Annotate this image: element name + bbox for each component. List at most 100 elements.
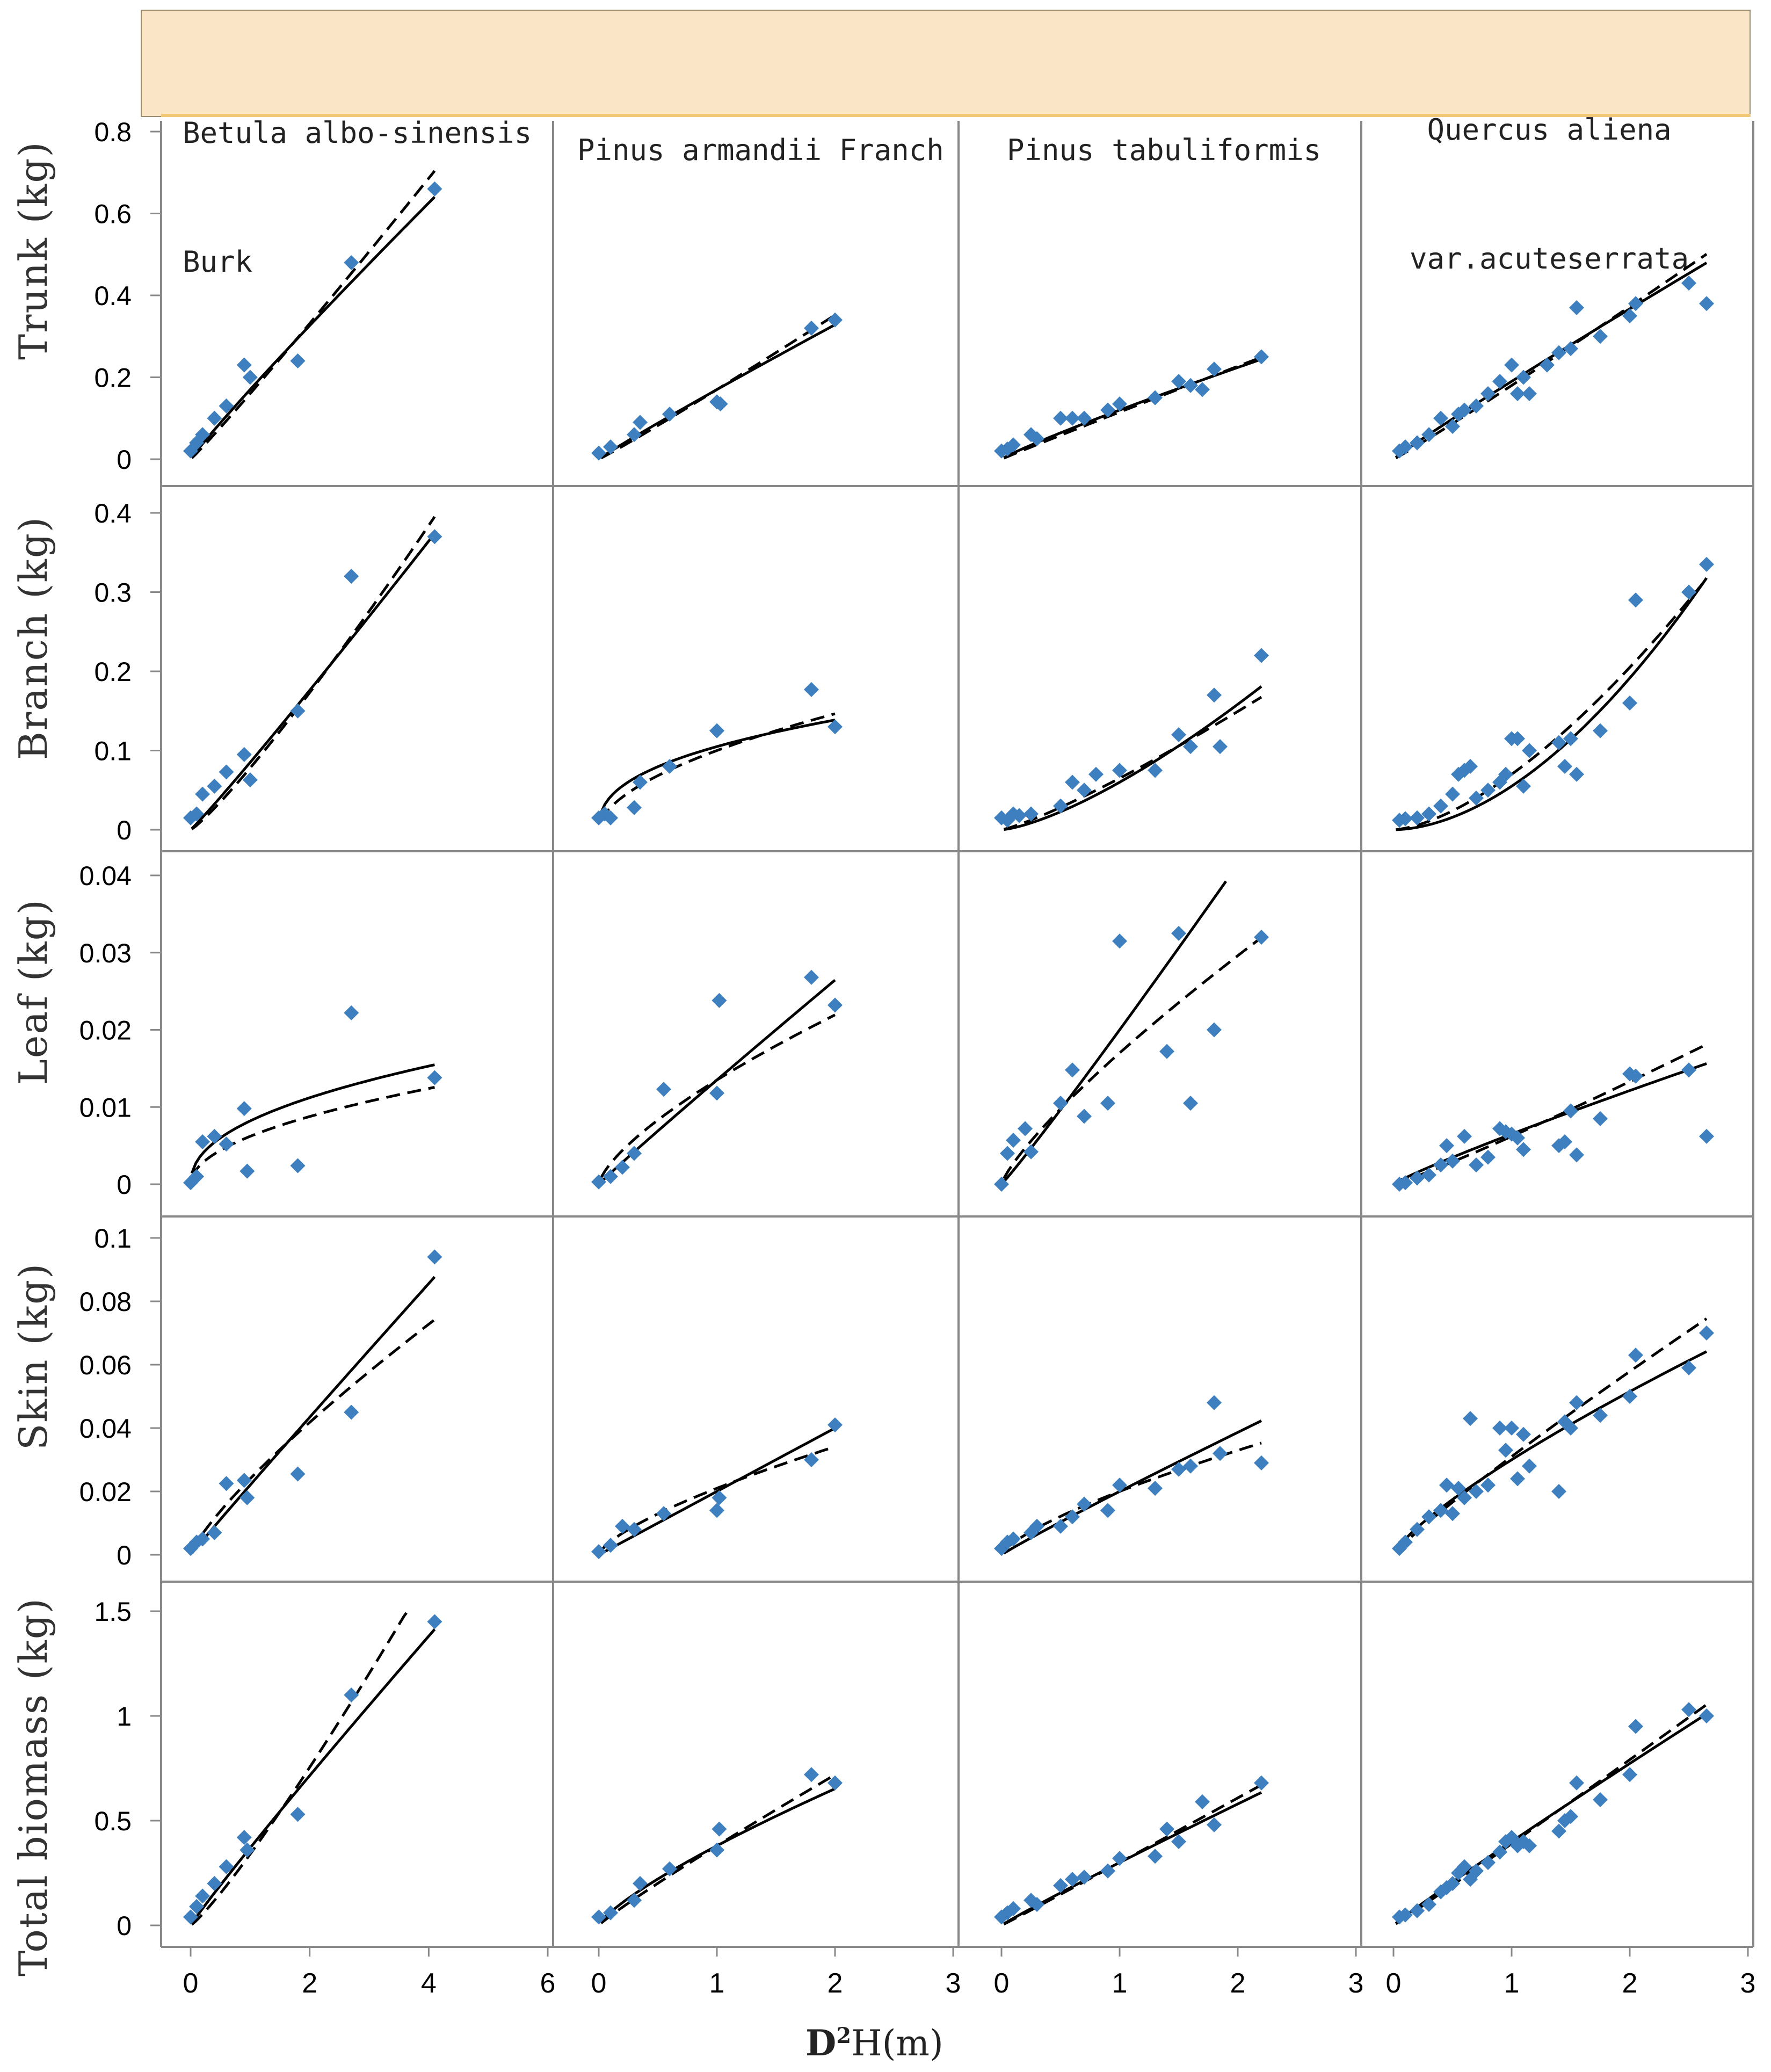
data-point-marker	[1006, 437, 1021, 453]
data-point-marker	[804, 321, 819, 336]
data-point-marker	[1463, 1411, 1478, 1426]
data-point-marker	[1183, 1458, 1198, 1474]
data-point-marker	[1569, 1395, 1584, 1410]
data-point-marker	[1569, 1147, 1584, 1163]
data-point-marker	[1563, 1809, 1578, 1824]
data-point-marker	[591, 1174, 606, 1190]
data-point-marker	[1006, 1531, 1021, 1547]
y-tick-label: 1.5	[94, 1597, 132, 1627]
data-point-marker	[1510, 1130, 1525, 1146]
data-point-marker	[1593, 1111, 1608, 1126]
y-tick-label: 0.8	[94, 117, 132, 147]
fit-dashed-line	[1003, 1784, 1262, 1926]
data-point-marker	[828, 312, 843, 328]
fit-dashed-line	[1003, 1441, 1262, 1552]
data-point-marker	[1557, 1134, 1572, 1149]
data-point-marker	[1622, 1767, 1637, 1783]
data-point-marker	[1445, 786, 1460, 802]
y-tick-label: 0.4	[94, 281, 132, 311]
data-point-marker	[662, 1861, 677, 1877]
x-tick-label: 2	[828, 1968, 843, 1999]
data-point-marker	[1457, 1490, 1472, 1505]
data-point-marker	[1569, 766, 1584, 782]
x-axis-title-sup: 2	[836, 2023, 852, 2048]
y-tick-label: 0.02	[79, 1477, 132, 1507]
data-point-marker	[1569, 1775, 1584, 1791]
data-point-marker	[1628, 1068, 1643, 1084]
data-point-marker	[1159, 1821, 1174, 1837]
data-point-marker	[1551, 1484, 1566, 1499]
data-point-marker	[1463, 759, 1478, 774]
data-point-marker	[656, 1082, 671, 1097]
data-point-marker	[627, 800, 642, 815]
fit-solid-line	[1395, 1350, 1708, 1552]
data-point-marker	[1254, 1455, 1269, 1470]
fit-dashed-line	[191, 1610, 409, 1926]
data-point-marker	[1112, 1851, 1127, 1866]
data-point-marker	[804, 1767, 819, 1783]
fit-dashed-line	[1396, 577, 1708, 831]
y-tick-label: 0.03	[79, 938, 132, 968]
data-point-marker	[1480, 1855, 1496, 1870]
data-point-marker	[1681, 276, 1696, 291]
data-point-marker	[1510, 1471, 1525, 1487]
data-point-marker	[219, 764, 234, 780]
data-point-marker	[662, 759, 677, 774]
data-point-marker	[1498, 766, 1513, 782]
data-point-marker	[627, 1146, 642, 1161]
data-point-marker	[1522, 1458, 1537, 1474]
data-point-marker	[1100, 1863, 1115, 1879]
data-point-marker	[1024, 806, 1039, 822]
y-tick-label: 0.01	[79, 1092, 132, 1122]
data-point-marker	[1065, 410, 1080, 426]
data-point-marker	[1433, 798, 1448, 814]
data-point-marker	[1451, 1481, 1466, 1496]
data-point-marker	[1593, 723, 1608, 738]
y-tick-label: 0.3	[94, 578, 132, 608]
data-point-marker	[1681, 1062, 1696, 1078]
column-header-line: Quercus aliena	[1427, 113, 1672, 147]
data-point-marker	[1254, 930, 1269, 945]
data-point-marker	[1183, 739, 1198, 755]
data-point-marker	[427, 181, 442, 197]
fit-dashed-line	[190, 1318, 436, 1552]
data-point-marker	[1112, 933, 1127, 949]
data-point-marker	[1029, 1897, 1044, 1912]
data-point-marker	[242, 370, 258, 385]
data-point-marker	[344, 1005, 359, 1020]
data-point-marker	[1622, 696, 1637, 711]
data-point-marker	[1480, 783, 1496, 798]
data-point-marker	[195, 1134, 211, 1149]
data-point-marker	[239, 1163, 255, 1179]
column-header-betula: Betula albo-sinensis Burk	[183, 26, 532, 327]
data-point-marker	[1148, 1481, 1163, 1496]
data-point-marker	[195, 1888, 211, 1904]
data-point-marker	[207, 1876, 222, 1891]
data-point-marker	[1065, 1872, 1080, 1887]
fit-solid-line	[191, 195, 436, 459]
data-point-marker	[1171, 1834, 1186, 1849]
data-point-marker	[1469, 1863, 1484, 1879]
data-point-marker	[1557, 759, 1572, 774]
data-point-marker	[242, 772, 258, 788]
data-point-marker	[1433, 410, 1448, 426]
data-point-marker	[427, 1614, 442, 1629]
y-tick-label: 0	[117, 1170, 132, 1200]
data-point-marker	[1445, 1506, 1460, 1522]
data-point-marker	[828, 1775, 843, 1791]
fit-dashed-line	[1395, 1317, 1708, 1553]
data-point-marker	[1569, 300, 1584, 315]
data-point-marker	[1410, 1170, 1425, 1186]
column-header-pinus-tabuliformis: Pinus tabuliformis	[1007, 43, 1321, 215]
data-point-marker	[1433, 1503, 1448, 1518]
data-point-marker	[1077, 783, 1092, 798]
data-point-marker	[709, 1503, 724, 1518]
data-point-marker	[1171, 925, 1186, 941]
data-point-marker	[603, 1905, 618, 1921]
y-tick-label: 0	[117, 1540, 132, 1570]
data-point-marker	[344, 1404, 359, 1420]
data-point-marker	[1628, 592, 1643, 608]
x-tick-label: 0	[591, 1968, 607, 1999]
column-header-line: var.acuteserrata	[1410, 242, 1689, 276]
